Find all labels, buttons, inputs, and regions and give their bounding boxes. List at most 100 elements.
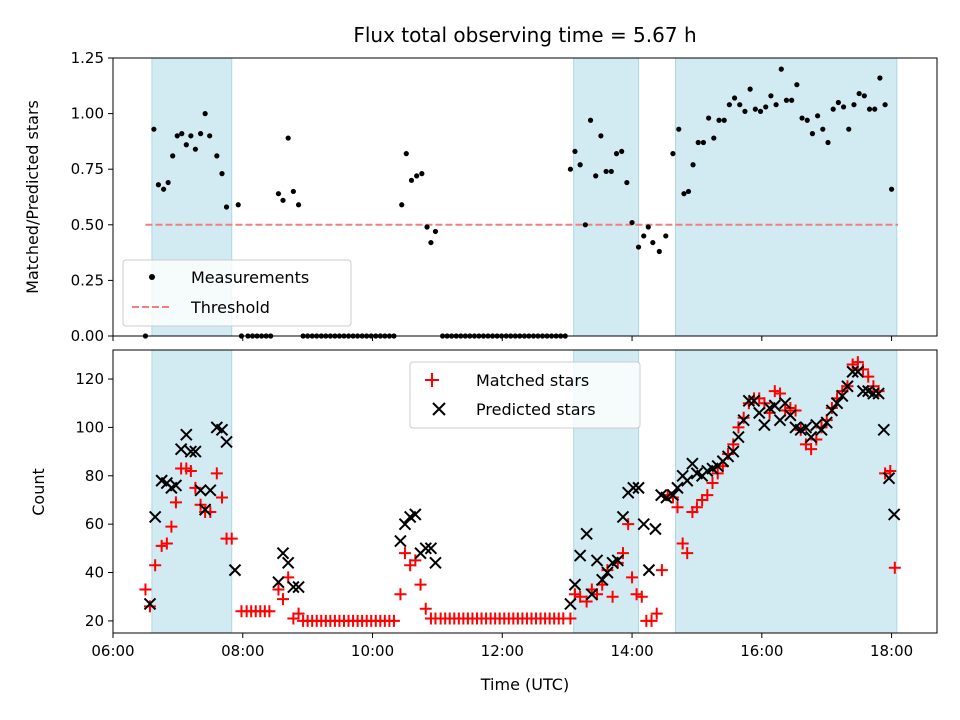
predicted-stars-point [148,510,162,524]
predicted-stars-point [784,409,797,422]
legend-predicted-marker [432,402,446,416]
measurement-point [151,126,157,132]
measurement-point [726,102,732,108]
matched-stars-point [805,443,818,456]
predicted-stars-point [627,481,640,495]
predicted-stars-point [184,445,198,458]
predicted-stars-point [637,517,650,531]
x-tick-label: 18:00 [870,642,913,660]
predicted-stars-point [568,578,582,591]
measurement-point [635,244,642,250]
predicted-stars-point [836,389,849,403]
y-tick-label: 1.00 [71,105,104,123]
measurement-point [773,102,779,108]
measurement-point [670,151,676,157]
legend-top-box [122,259,352,327]
predicted-stars-point [169,479,183,492]
predicted-stars-point [856,384,870,398]
measurement-point [799,115,805,121]
x-tick-label: 10:00 [351,642,394,660]
observing-window-band [151,349,233,634]
matched-stars-point [394,588,407,601]
measurement-point [192,146,198,152]
measurement-point [432,228,439,235]
matched-stars-point [139,583,152,596]
matched-stars-point [690,501,703,514]
predicted-stars-point [825,404,839,417]
matched-stars-point [635,590,648,603]
y-tick-label: 60 [85,515,104,533]
predicted-stars-point [851,365,865,378]
predicted-stars-point [189,445,202,458]
measurement-point [290,188,296,195]
predicted-stars-point [815,423,828,437]
y-tick-label: 0.75 [71,160,104,178]
measurement-point [820,126,826,132]
matched-stars-point [701,489,714,502]
matched-stars-point [727,438,740,451]
predicted-stars-series [143,365,901,611]
matched-stars-point [606,590,619,603]
measurement-point [587,117,594,123]
predicted-stars-point [671,481,684,495]
legend-matched-marker [425,373,439,387]
measurement-point [197,131,204,137]
measurement-point [641,233,647,239]
measurement-point [731,95,738,101]
measurement-point [202,111,208,117]
predicted-stars-point [747,394,761,408]
measurement-point [424,224,430,230]
predicted-stars-point [642,563,656,577]
measurement-point [752,106,758,112]
matched-stars-point [414,578,427,591]
matched-stars-point [622,518,635,531]
predicted-stars-point [742,394,756,408]
measurement-point [183,142,189,148]
y-tick-label: 120 [75,370,104,388]
predicted-stars-point [804,430,818,444]
matched-stars-point [409,554,422,567]
measurement-point [742,108,748,114]
predicted-stars-point [564,597,577,611]
measurement-point [840,104,847,110]
predicted-stars-point [180,428,193,441]
top-panel-frame [112,57,938,337]
x-tick-label: 14:00 [610,642,653,660]
predicted-stars-point [429,556,442,570]
matched-stars-point [846,358,859,371]
matched-stars-point [737,411,750,424]
matched-stars-point [676,537,689,550]
matched-stars-point [706,477,719,490]
matched-stars-point [149,559,162,572]
measurement-point [861,93,867,99]
measurement-point [877,75,883,81]
matched-stars-point [580,595,593,608]
bottom-panel-frame [112,349,938,634]
measurement-point [721,117,727,123]
legend-predicted-label: Predicted stars [476,400,596,419]
predicted-stars-point [732,430,745,444]
predicted-stars-point [292,580,305,594]
measurement-point [419,171,425,177]
matched-stars-point [650,607,663,620]
predicted-stars-point [394,534,407,548]
y-tick-label: 20 [85,612,104,630]
predicted-stars-point [424,542,438,555]
measurement-point [280,197,286,203]
measurement-point [165,179,171,186]
legend-bottom-box [409,361,641,429]
legend-top: Measurements Threshold [122,259,352,327]
measurement-point [778,66,784,72]
top-y-axis-label: Matched/Predicted stars [23,100,42,294]
measurement-point [428,239,434,246]
matched-stars-point [888,561,901,574]
predicted-stars-point [174,442,188,456]
predicted-stars-point [846,365,859,378]
legend-threshold-label: Threshold [190,298,270,317]
measurement-point [846,126,852,132]
measurement-point [223,204,230,210]
matched-stars-point [862,370,875,383]
measurement-point [706,115,712,121]
predicted-stars-point [666,488,680,502]
